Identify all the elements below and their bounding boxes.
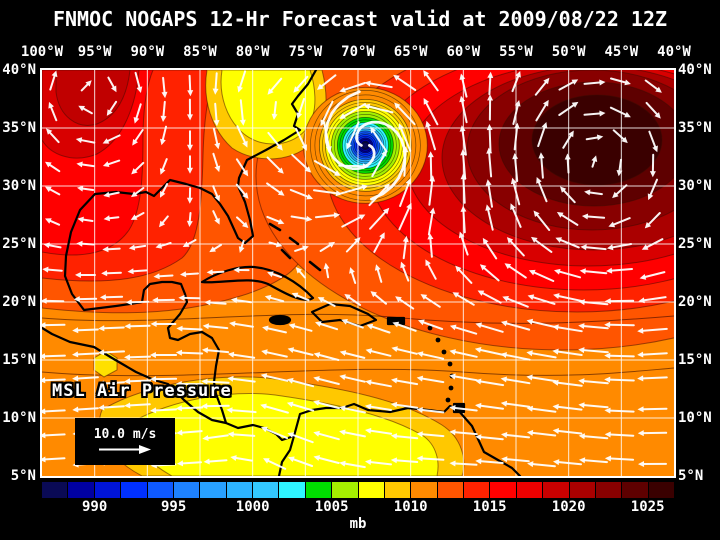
colorbar-cell: [226, 482, 252, 498]
hurricane-spiral: [355, 120, 407, 201]
colorbar-tick-label: 995: [161, 499, 187, 515]
lat-tick-label-right: 25°N: [678, 236, 712, 252]
lat-tick-label-right: 10°N: [678, 410, 712, 426]
lat-tick-label-left: 30°N: [2, 178, 36, 194]
coastline-path: [42, 326, 228, 425]
colorbar-cell: [516, 482, 543, 498]
lat-tick-label-right: 30°N: [678, 178, 712, 194]
hurricane-isobar: [339, 119, 392, 172]
island-cuba: [200, 265, 315, 301]
colorbar-tick-label: 1000: [235, 499, 270, 515]
coastline-path: [63, 70, 522, 476]
colorbar-cell: [42, 482, 68, 498]
lon-tick-label: 65°W: [393, 44, 428, 60]
colorbar-cell: [253, 482, 279, 498]
lon-tick-label: 90°W: [130, 44, 165, 60]
island-jamaica: [268, 314, 292, 326]
field-label: MSL Air Pressure: [52, 381, 232, 401]
colorbar-tick-label: 1015: [472, 499, 507, 515]
hurricane-isobar: [314, 94, 417, 197]
lon-tick-label: 60°W: [446, 44, 481, 60]
hurricane-isobar: [334, 114, 397, 177]
colorbar-cell: [411, 482, 437, 498]
coastline-path: [277, 434, 296, 476]
lon-tick-label: 50°W: [551, 44, 586, 60]
colorbar-cell: [279, 482, 305, 498]
pressure-region: [531, 94, 663, 186]
colorbar-cell: [569, 482, 595, 498]
lon-tick-label: 45°W: [604, 44, 639, 60]
lat-tick-label-left: 5°N: [10, 468, 36, 484]
hurricane-isobar: [352, 132, 379, 159]
lat-tick-label-right: 5°N: [678, 468, 704, 484]
map-canvas: [42, 70, 674, 476]
wind-vectors: [42, 70, 668, 470]
colorbar-cell: [147, 482, 173, 498]
lat-tick-label-right: 20°N: [678, 294, 712, 310]
wind-speed-legend: 10.0 m/s: [75, 418, 175, 465]
colorbar-cell: [121, 482, 147, 498]
hurricane-spiral: [324, 90, 376, 171]
colorbar-cell: [622, 482, 648, 498]
colorbar-tick-label: 1010: [393, 499, 428, 515]
lat-tick-label-right: 35°N: [678, 120, 712, 136]
lat-tick-label-right: 40°N: [678, 62, 712, 78]
island-hispaniola: [310, 302, 378, 328]
colorbar-cell: [648, 482, 674, 498]
colorbar-tick-label: 1020: [551, 499, 586, 515]
colorbar-cell: [490, 482, 516, 498]
lon-tick-label: 70°W: [341, 44, 375, 60]
isobar-line: [42, 367, 674, 377]
colorbar-cell: [305, 482, 332, 498]
island-bahamas: [268, 222, 322, 272]
map-frame: [40, 68, 676, 478]
lon-tick-label: 100°W: [20, 44, 64, 60]
hurricane-isobar: [356, 136, 375, 155]
colorbar-cell: [464, 482, 490, 498]
lat-tick-label-right: 15°N: [678, 352, 712, 368]
wind-reference-arrow-icon: [99, 445, 151, 454]
lon-tick-label: 80°W: [235, 44, 270, 60]
hurricane-isobar: [310, 90, 421, 201]
island-puerto-rico: [386, 316, 406, 326]
lat-tick-label-left: 25°N: [2, 236, 36, 252]
colorbar-cell: [173, 482, 200, 498]
colorbar-cell: [332, 482, 358, 498]
colorbar-cell: [200, 482, 226, 498]
wind-arrow-shafts: [44, 70, 668, 470]
lon-tick-label: 75°W: [288, 44, 323, 60]
colorbar-cell: [437, 482, 463, 498]
colorbar-cell: [94, 482, 121, 498]
colorbar-cell: [543, 482, 569, 498]
colorbar-cell: [358, 482, 384, 498]
colorbar-tick-label: 990: [82, 499, 108, 515]
wind-speed-label: 10.0 m/s: [93, 427, 157, 442]
colorbar-unit-label: mb: [349, 516, 367, 532]
colorbar: [42, 482, 674, 498]
colorbar-tick-label: 1005: [314, 499, 349, 515]
lat-tick-label-left: 15°N: [2, 352, 36, 368]
lon-tick-label: 55°W: [499, 44, 533, 60]
page-title: FNMOC NOGAPS 12-Hr Forecast valid at 200…: [52, 7, 668, 31]
lon-tick-label: 85°W: [183, 44, 217, 60]
lon-tick-label: 40°W: [657, 44, 691, 60]
colorbar-cell: [68, 482, 94, 498]
colorbar-cell: [595, 482, 622, 498]
colorbar-cell: [384, 482, 411, 498]
colorbar-tick-label: 1025: [630, 499, 665, 515]
lon-tick-label: 95°W: [77, 44, 112, 60]
lat-tick-label-left: 35°N: [2, 120, 36, 136]
lat-tick-label-left: 20°N: [2, 294, 36, 310]
lat-tick-label-left: 40°N: [2, 62, 36, 78]
wind-arrow-heads: [42, 70, 662, 469]
lat-tick-label-left: 10°N: [2, 410, 36, 426]
